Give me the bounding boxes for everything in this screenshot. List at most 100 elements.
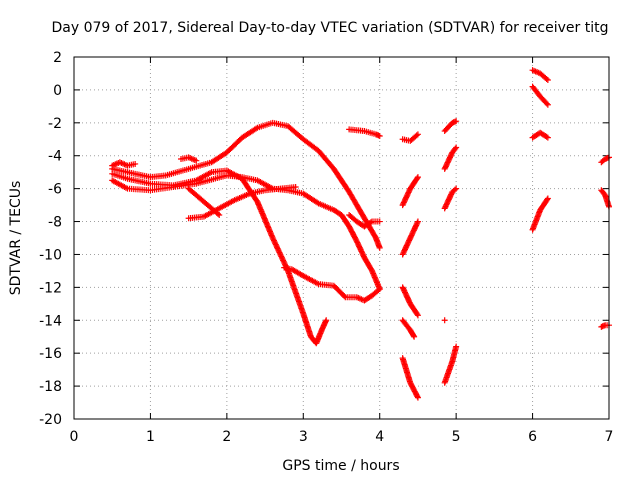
data-point (375, 287, 382, 294)
data-point (376, 286, 383, 293)
data-series (598, 187, 612, 210)
data-point (276, 249, 283, 256)
x-tick-label: 1 (146, 429, 155, 445)
data-point (271, 238, 278, 245)
x-tick-label: 6 (528, 429, 537, 445)
data-point (544, 134, 551, 141)
data-point (270, 237, 277, 244)
data-point (341, 293, 348, 300)
data-series (598, 322, 612, 330)
data-point (451, 186, 458, 193)
data-point (414, 131, 421, 138)
data-series (529, 195, 551, 233)
data-series (346, 211, 383, 230)
data-point (193, 157, 200, 164)
data-point (269, 235, 276, 241)
data-series (281, 264, 383, 304)
data-point (277, 252, 284, 259)
data-point (414, 312, 421, 319)
data-point (270, 236, 277, 243)
data-point (272, 240, 279, 247)
data-point (453, 343, 460, 350)
data-point (253, 125, 260, 132)
y-tick-label: -10 (39, 247, 62, 263)
data-point (323, 317, 330, 324)
data-series (109, 119, 383, 251)
data-series (109, 159, 139, 169)
data-point (275, 246, 282, 253)
data-series (399, 317, 418, 340)
data-series (346, 126, 383, 139)
data-point (280, 257, 287, 264)
data-point (543, 100, 550, 107)
y-tick-label: -20 (39, 412, 62, 428)
x-tick-label: 3 (299, 429, 308, 445)
data-point (544, 77, 551, 84)
data-series (598, 154, 612, 166)
data-series (529, 67, 551, 84)
data-point (376, 132, 383, 139)
data-point (414, 311, 421, 318)
data-point (278, 254, 285, 261)
y-tick-label: -2 (48, 116, 62, 132)
data-point (281, 261, 288, 268)
data-point (376, 244, 383, 251)
data-point (273, 242, 280, 249)
x-axis-label: GPS time / hours (282, 458, 399, 474)
data-series (529, 129, 551, 141)
data-point (273, 244, 280, 251)
data-point (214, 210, 221, 217)
data-series (399, 218, 421, 258)
data-point (279, 256, 286, 263)
data-series (441, 317, 448, 324)
x-tick-label: 7 (605, 429, 614, 445)
data-point (367, 219, 374, 226)
data-series (185, 185, 223, 218)
data-point (453, 144, 460, 151)
x-tick-label: 5 (452, 429, 461, 445)
y-tick-label: -6 (48, 182, 62, 198)
data-point (376, 218, 383, 225)
y-tick-label: 0 (53, 83, 62, 99)
data-marks (109, 67, 612, 401)
data-point (452, 145, 459, 152)
data-point (453, 118, 460, 125)
data-point (277, 250, 284, 257)
data-series (178, 154, 200, 164)
y-tick-label: -14 (39, 313, 62, 329)
x-tick-label: 2 (222, 429, 231, 445)
data-point (543, 133, 550, 140)
data-point (274, 245, 281, 252)
y-tick-label: 2 (53, 50, 62, 66)
data-series (399, 284, 421, 319)
data-point (278, 253, 285, 260)
y-tick-label: -12 (39, 280, 62, 296)
y-tick-label: -8 (48, 215, 62, 231)
y-axis-label: SDTVAR / TECUs (8, 181, 24, 296)
data-point (544, 101, 551, 108)
data-point (414, 175, 421, 182)
data-series (399, 131, 421, 144)
data-point (414, 394, 421, 401)
data-series (441, 343, 460, 386)
data-point (314, 199, 321, 206)
grid (74, 57, 609, 419)
data-point (414, 174, 421, 181)
data-series (399, 355, 421, 401)
y-tick-label: -16 (39, 346, 62, 362)
data-series (441, 118, 460, 135)
data-point (543, 75, 550, 82)
x-tick-label: 4 (375, 429, 384, 445)
data-series (185, 183, 299, 222)
data-point (410, 332, 417, 339)
data-point (275, 248, 282, 255)
data-point (413, 132, 420, 139)
data-series (399, 174, 421, 209)
data-series (529, 83, 551, 108)
data-series (441, 185, 460, 212)
y-tick-label: -18 (39, 379, 62, 395)
y-tick-label: -4 (48, 149, 62, 165)
data-point (414, 393, 421, 400)
data-point (272, 241, 279, 248)
data-series (441, 144, 460, 172)
